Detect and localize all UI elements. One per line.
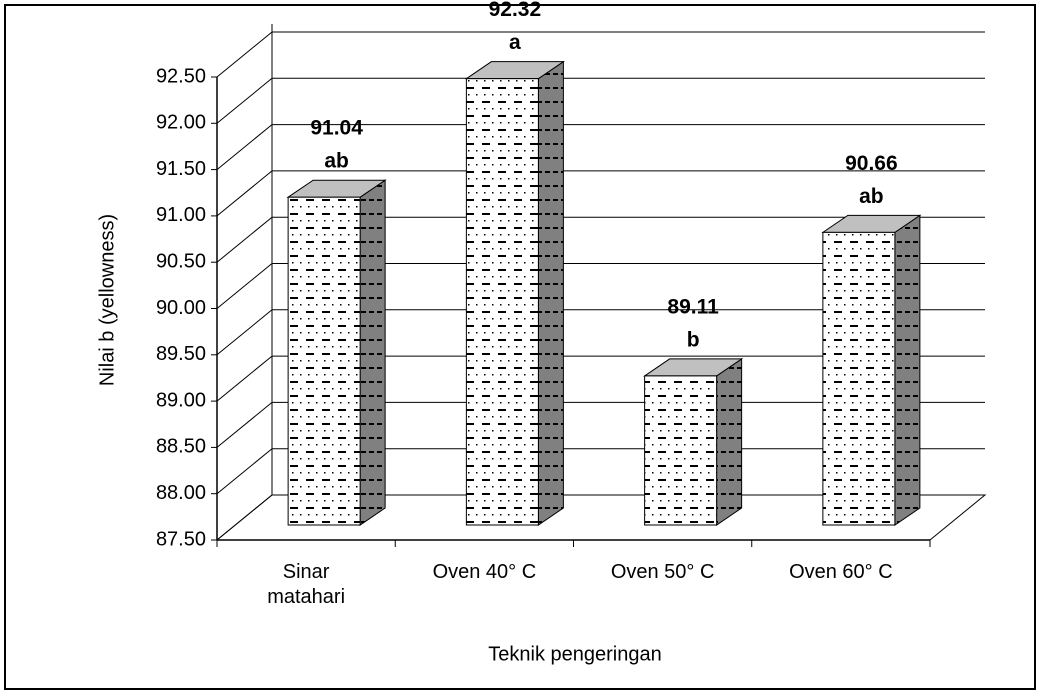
bar-side — [359, 179, 386, 526]
y-tick-label: 92.00 — [156, 112, 206, 134]
y-tick-label: 89.50 — [156, 343, 206, 365]
value-label: 89.11 — [667, 295, 719, 318]
significance-label: ab — [324, 150, 349, 173]
bar-side — [537, 60, 564, 526]
y-tick-label: 92.50 — [156, 65, 206, 87]
significance-label: a — [509, 31, 521, 54]
grid-diagonal — [216, 309, 273, 356]
value-label: 92.32 — [489, 0, 542, 21]
grid-diagonal — [216, 31, 273, 78]
y-tick-label: 87.50 — [156, 528, 206, 550]
bar-side — [716, 357, 743, 526]
y-tick-label: 88.00 — [156, 482, 206, 504]
y-tick-label: 90.00 — [156, 297, 206, 319]
y-tick-label: 90.50 — [156, 250, 206, 272]
frame — [4, 4, 1036, 690]
significance-label: b — [687, 328, 700, 351]
x-tick-label: Sinar matahari — [267, 561, 346, 608]
bar — [644, 375, 718, 526]
bar — [822, 231, 896, 526]
value-label: 90.66 — [845, 152, 898, 175]
grid-diagonal — [216, 216, 273, 263]
x-tick-label: Oven 50° C — [610, 561, 715, 583]
bar — [465, 78, 539, 526]
grid-diagonal — [216, 494, 273, 541]
grid-diagonal — [216, 448, 273, 495]
bar-side — [894, 214, 921, 526]
grid-diagonal — [216, 263, 273, 309]
y-tick-label: 88.50 — [156, 436, 206, 458]
y-tick-label: 91.50 — [156, 158, 206, 180]
value-label: 91.04 — [310, 117, 363, 140]
significance-label: ab — [859, 185, 884, 208]
grid-diagonal — [216, 77, 273, 124]
y-tick-label: 91.00 — [156, 204, 206, 226]
grid-diagonal — [216, 355, 273, 402]
bar — [287, 196, 361, 526]
x-tick-label: Oven 40° C — [432, 561, 537, 583]
y-tick-label: 89.00 — [156, 389, 206, 411]
y-axis-title: Nilai b (yellowness) — [96, 214, 118, 386]
grid-diagonal — [216, 124, 273, 170]
x-axis-title: Teknik pengeringan — [488, 643, 661, 665]
grid-diagonal — [216, 170, 273, 217]
grid-diagonal — [216, 402, 273, 448]
x-tick-label: Oven 60° C — [789, 561, 893, 583]
